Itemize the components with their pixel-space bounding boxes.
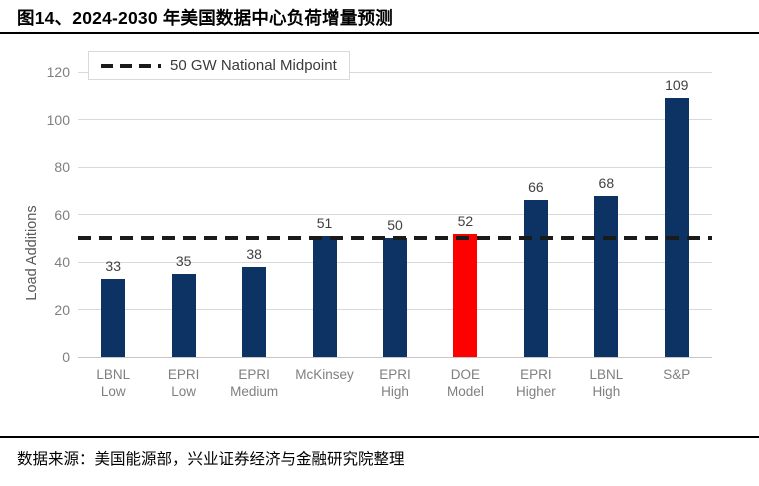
y-tick-label: 0 [62,349,70,365]
x-tick-label: EPRI Higher [515,367,556,399]
bar-epri-medium [242,266,267,357]
bar-value-label: 50 [387,217,403,234]
y-tick-label: 100 [46,111,70,128]
plot-area: 33 LBNL Low 35 EPRI Low 38 EPRI Medium 51 McKinsey… [78,71,712,399]
x-tick-label: LBNL High [589,367,624,399]
y-tick-label: 80 [54,159,70,175]
gridline-60 [78,214,712,215]
legend-label: 50 GW National Midpoint [170,57,337,74]
bar-lbnl-low [101,278,126,357]
x-tick-label: DOE Model [447,367,484,399]
bar-value-label: 68 [598,174,615,191]
bar-doe-model [453,233,478,357]
y-tick-label: 60 [54,206,70,223]
legend: 50 GW National Midpoint [88,51,350,80]
bar-epri-high [383,238,407,357]
title-divider-line [0,32,759,34]
gridline-0 [78,356,712,358]
bar-chart: Load Additions 0 20 40 60 80 100 120 33 LBNL Low… [0,40,759,420]
bar-epri-higher [523,200,548,357]
bar-mckinsey [312,235,337,357]
gridline-120 [78,71,712,73]
x-tick-label: EPRI Medium [230,367,279,399]
bar-value-label: 52 [457,212,474,229]
x-tick-label: LBNL Low [96,367,131,399]
bar-value-label: 51 [316,214,333,231]
bar-value-label: 33 [105,257,121,274]
bar-epri-low [171,273,196,357]
figure-title: 图14、2024-2030 年美国数据中心负荷增量预测 [17,8,393,28]
x-tick-label: EPRI Low [167,367,200,399]
bar-value-label: 66 [528,179,544,196]
x-tick-label: EPRI High [379,367,411,399]
reference-line-50gw [78,236,712,241]
bar-s-p [664,98,689,357]
source-note: 数据来源：美国能源部，兴业证券经济与金融研究院整理 [17,451,405,468]
y-tick-label: 40 [54,254,70,270]
gridline-100 [78,119,712,120]
bar-lbnl-high [594,195,619,357]
bar-value-label: 38 [246,245,262,262]
x-tick-label: McKinsey [295,367,354,382]
x-tick-label: S&P [663,367,691,382]
source-divider-line [0,436,759,438]
bar-value-label: 35 [175,252,192,269]
gridline-80 [78,166,712,168]
dashed-line-legend-swatch [101,63,161,68]
y-tick-label: 20 [54,301,70,318]
bar-value-label: 109 [665,77,689,94]
y-tick-label: 120 [46,64,70,80]
